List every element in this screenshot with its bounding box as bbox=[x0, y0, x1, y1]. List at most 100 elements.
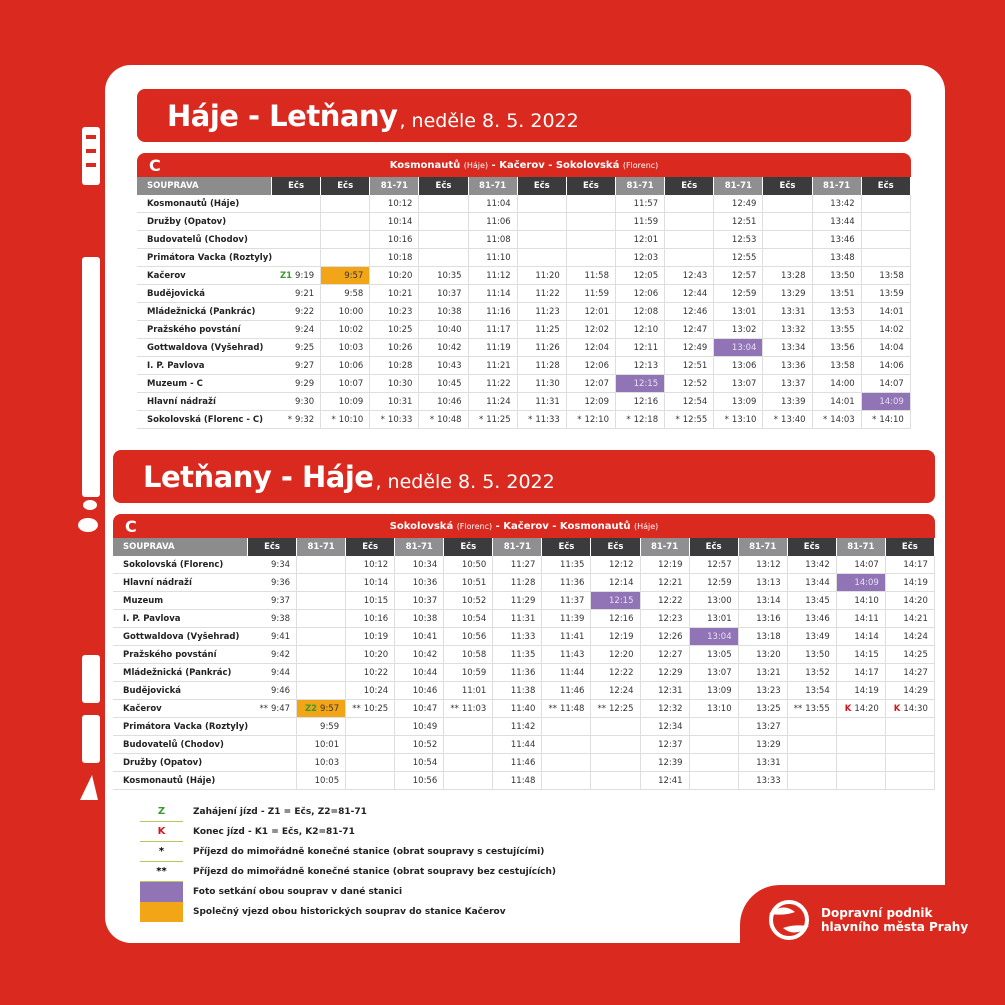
departure-time: 12:46 bbox=[665, 303, 715, 320]
station-name: Pražského povstání bbox=[147, 324, 241, 335]
departure-time bbox=[297, 628, 347, 645]
table-row: Kačerov ** 9:47 Z2 9:57 ** 10:25 10:47 ** 11:03 11… bbox=[113, 700, 935, 718]
time-marker: Z2 bbox=[304, 703, 318, 714]
legend-item: Foto setkání obou souprav v dané stanici bbox=[140, 882, 556, 902]
route-via: - Kačerov - bbox=[488, 159, 556, 171]
departure-time: 12:29 bbox=[641, 664, 690, 681]
departure-time bbox=[665, 213, 715, 230]
column-header-train-type: Ečs bbox=[444, 538, 494, 556]
departure-time: 10:49 bbox=[395, 718, 445, 735]
departure-time: 13:48 bbox=[813, 249, 862, 266]
column-header-train-type: 81-71 bbox=[468, 177, 518, 195]
departure-time: 12:07 bbox=[567, 375, 616, 392]
departure-time: 14:07 bbox=[837, 556, 886, 573]
station-name: I. P. Pavlova bbox=[147, 360, 205, 371]
departure-time: 13:34 bbox=[763, 339, 813, 356]
column-header-train-type: Ečs bbox=[787, 538, 837, 556]
departure-time: 12:06 bbox=[567, 357, 616, 374]
time-marker: * bbox=[822, 414, 828, 425]
time-value: 14:20 bbox=[854, 703, 879, 714]
route-bar: C Kosmonautů (Háje) - Kačerov - Sokolovsk… bbox=[137, 153, 911, 177]
time-value: 10:25 bbox=[363, 703, 389, 714]
legend-item: Z Zahájení jízd - Z1 = Ečs, Z2=81-71 bbox=[140, 802, 556, 822]
departure-time: 10:40 bbox=[419, 321, 469, 338]
departure-time: 10:03 bbox=[297, 754, 347, 771]
departure-time: 11:25 bbox=[518, 321, 567, 338]
route-to-sub: (Florenc) bbox=[622, 160, 659, 170]
departure-time: 12:01 bbox=[567, 303, 616, 320]
departure-time: 12:13 bbox=[616, 357, 666, 374]
column-header-train-type: Ečs bbox=[321, 177, 371, 195]
departure-time: 11:57 bbox=[616, 195, 666, 212]
departure-time: * 13:10 bbox=[714, 411, 764, 428]
departure-time: 12:52 bbox=[665, 375, 715, 392]
departure-time: ** 10:25 bbox=[346, 700, 396, 717]
departure-time: 12:15 bbox=[591, 592, 641, 609]
departure-time: 11:08 bbox=[469, 231, 518, 248]
legend-text: Společný vjezd obou historických souprav… bbox=[193, 907, 506, 917]
departure-time: 10:26 bbox=[370, 339, 420, 356]
time-value: 11:25 bbox=[486, 414, 511, 425]
departure-time: 11:35 bbox=[493, 646, 543, 663]
logo-line-1: Dopravní podnik bbox=[821, 906, 933, 920]
line-label: C bbox=[149, 155, 161, 175]
time-marker: ** bbox=[450, 703, 459, 714]
header-row: SOUPRAVA Ečs Ečs 81-71 Ečs 81-71 Ečs Ečs 81-71 Eč… bbox=[137, 177, 911, 195]
departure-time: 10:37 bbox=[395, 592, 445, 609]
departure-time: 10:05 bbox=[297, 772, 347, 789]
timetable-haje-letnany: C Kosmonautů (Háje) - Kačerov - Sokolovsk… bbox=[137, 153, 911, 429]
station-name: Budovatelů (Chodov) bbox=[123, 739, 224, 750]
departure-time: 9:21 bbox=[272, 285, 322, 302]
departure-time: 11:16 bbox=[469, 303, 518, 320]
table-row: Sokolovská (Florenc - C) * 9:32 * 10:10 * 10:3… bbox=[137, 411, 911, 429]
time-marker: * bbox=[724, 414, 729, 425]
departure-time: 13:05 bbox=[690, 646, 739, 663]
dpp-logo-icon bbox=[769, 900, 809, 940]
time-marker: K bbox=[893, 703, 901, 714]
departure-time: 12:27 bbox=[641, 646, 690, 663]
departure-time: 9:37 bbox=[248, 592, 298, 609]
column-header-train-type: Ečs bbox=[763, 177, 813, 195]
departure-time: 12:26 bbox=[641, 628, 690, 645]
departure-time: 9:57 bbox=[321, 267, 371, 284]
departure-time: * 10:10 bbox=[321, 411, 371, 428]
time-value: 14:09 bbox=[879, 396, 904, 407]
departure-time: 10:00 bbox=[321, 303, 371, 320]
departure-time: 10:43 bbox=[419, 357, 469, 374]
top-title: Háje - Letňany bbox=[167, 98, 398, 133]
departure-time: 10:06 bbox=[321, 357, 371, 374]
departure-time: 9:36 bbox=[248, 574, 298, 591]
time-value: 13:55 bbox=[805, 703, 830, 714]
departure-time: 13:31 bbox=[763, 303, 813, 320]
departure-time: 10:59 bbox=[444, 664, 494, 681]
departure-time: 13:56 bbox=[813, 339, 862, 356]
departure-time: 10:42 bbox=[419, 339, 469, 356]
station-name: Sokolovská (Florenc - C) bbox=[147, 414, 263, 425]
departure-time bbox=[886, 736, 935, 753]
legend-text: Konec jízd - K1 = Ečs, K2=81-71 bbox=[193, 827, 355, 837]
bottom-title-bar: Letňany - Háje , neděle 8. 5. 2022 bbox=[113, 450, 935, 503]
departure-time: 12:04 bbox=[567, 339, 616, 356]
departure-time: 10:47 bbox=[395, 700, 445, 717]
route-from-sub: (Florenc) bbox=[456, 521, 493, 531]
departure-time: 11:44 bbox=[542, 664, 592, 681]
table-row: Budějovická 9:46 10:24 10:46 11:01 11:38 11:46… bbox=[113, 682, 935, 700]
column-header-train-type: Ečs bbox=[861, 177, 911, 195]
departure-time: 10:54 bbox=[444, 610, 494, 627]
departure-time: 12:16 bbox=[616, 393, 666, 410]
departure-time: 12:22 bbox=[641, 592, 690, 609]
departure-time bbox=[763, 195, 813, 212]
time-value: 9:57 bbox=[320, 703, 340, 714]
time-value: 9:19 bbox=[295, 270, 315, 281]
departure-time bbox=[763, 213, 813, 230]
departure-time bbox=[862, 195, 911, 212]
header-souprava: SOUPRAVA bbox=[113, 538, 248, 556]
table-row: I. P. Pavlova 9:27 10:06 10:28 10:43 11:21 11:… bbox=[137, 357, 911, 375]
departure-time bbox=[542, 772, 592, 789]
column-header-train-type: Ečs bbox=[665, 177, 715, 195]
column-header-train-type: 81-71 bbox=[812, 177, 862, 195]
departure-time: 14:09 bbox=[861, 393, 911, 410]
timetable-letnany-haje: C Sokolovská (Florenc) - Kačerov - Kosmon… bbox=[113, 514, 935, 790]
departure-time: * 13:40 bbox=[763, 411, 813, 428]
departure-time: 10:09 bbox=[321, 393, 371, 410]
